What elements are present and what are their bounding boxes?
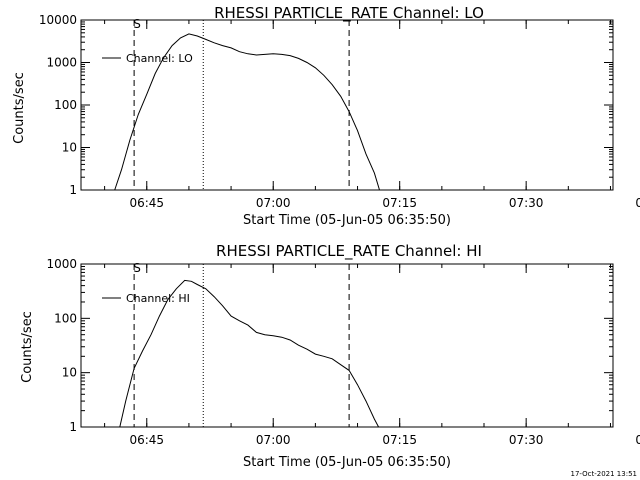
event-markers: SE: [133, 17, 350, 190]
y-tick-label: 1000: [46, 257, 77, 271]
x-tick-label: 07:30: [509, 433, 544, 447]
x-tick-label: 06:45: [129, 196, 164, 210]
x-tick-label: 07:00: [256, 196, 291, 210]
y-tick-label: 10: [62, 366, 77, 380]
legend: Channel: HI: [102, 292, 190, 305]
x-tick-label: 06:45: [129, 433, 164, 447]
y-tick-label: 1: [69, 420, 77, 434]
x-tick-label: 07:15: [382, 196, 417, 210]
legend: Channel: LO: [102, 52, 193, 65]
chart-panel-lo: RHESSI PARTICLE_RATE Channel: LO 1101001…: [12, 4, 640, 228]
y-axis: 1 10 100 1000 10000: [39, 13, 613, 197]
x-tick-label: 07:15: [382, 433, 417, 447]
series-line: [114, 33, 380, 191]
y-tick-label: 100: [54, 98, 77, 112]
series-line: [119, 279, 380, 428]
x-axis-label: Start Time (05-Jun-05 06:35:50): [243, 213, 451, 228]
chart-panel-hi: RHESSI PARTICLE_RATE Channel: HI 1101001…: [20, 242, 640, 470]
y-axis-label: Counts/sec: [20, 311, 35, 383]
x-tick-label: 07:00: [256, 433, 291, 447]
x-tick-label: 07:45: [635, 433, 640, 447]
x-axis-label: Start Time (05-Jun-05 06:35:50): [243, 455, 451, 470]
x-tick-label: 07:45: [635, 196, 640, 210]
data-series: [114, 33, 380, 191]
legend-label: Channel: LO: [126, 52, 193, 65]
legend-label: Channel: HI: [126, 292, 190, 305]
data-series: [119, 279, 380, 428]
chart-title: RHESSI PARTICLE_RATE Channel: HI: [216, 242, 482, 261]
y-tick-label: 1000: [46, 56, 77, 70]
plot-frame: [80, 263, 614, 428]
y-tick-label: 10: [62, 141, 77, 155]
footer-timestamp: 17-Oct-2021 13:51: [571, 470, 637, 478]
event-marker-label: S: [133, 261, 141, 275]
y-tick-label: 10000: [39, 13, 77, 27]
y-tick-label: 1: [69, 183, 77, 197]
y-axis-label: Counts/sec: [12, 72, 27, 144]
x-tick-label: 07:30: [509, 196, 544, 210]
chart-title: RHESSI PARTICLE_RATE Channel: LO: [214, 4, 484, 23]
y-tick-label: 100: [54, 311, 77, 325]
y-axis: 1 10 100 1000: [46, 257, 613, 434]
event-markers: SE: [133, 261, 350, 427]
event-marker-label: S: [133, 17, 141, 31]
